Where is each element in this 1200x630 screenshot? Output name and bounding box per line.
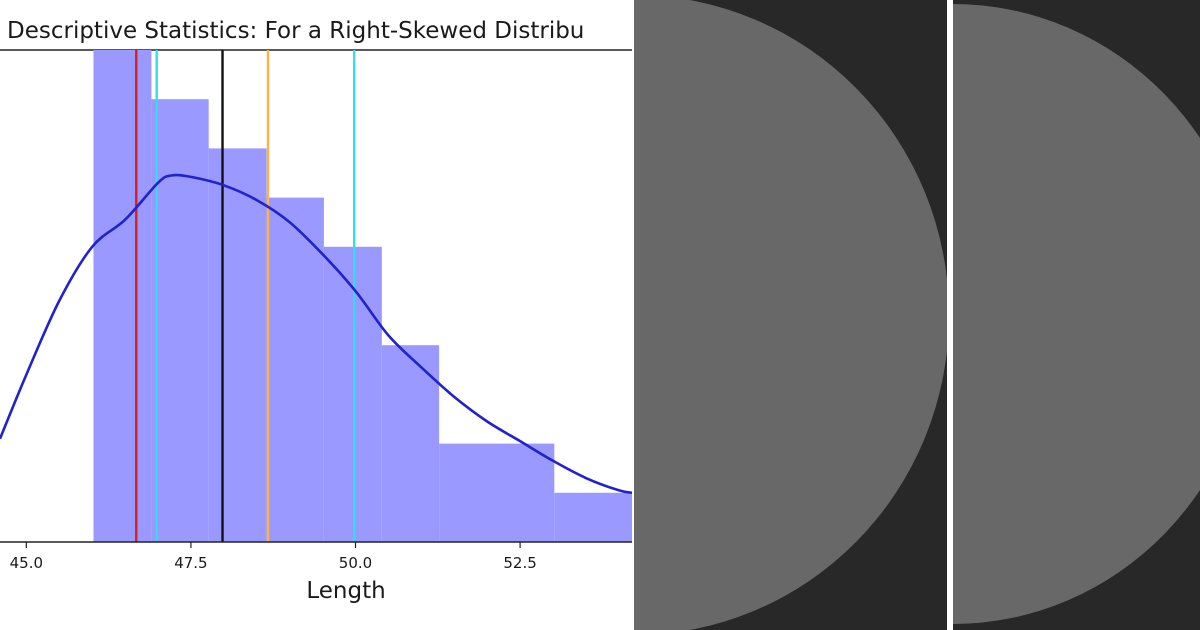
- dark-panel-left: [634, 0, 947, 630]
- dark-panel-right: [953, 0, 1200, 630]
- x-tick-label: 47.5: [174, 554, 207, 572]
- x-axis-label: Length: [306, 578, 385, 604]
- histogram-bar-6: [381, 345, 440, 542]
- panel-divider: [632, 0, 634, 630]
- histogram-bar-1: [93, 50, 152, 542]
- chart-panel: Descriptive Statistics: For a Right-Skew…: [0, 18, 632, 604]
- histogram-bar-7: [439, 443, 555, 542]
- histogram-chart: Descriptive Statistics: For a Right-Skew…: [0, 18, 632, 604]
- histogram-bar-3: [208, 148, 267, 542]
- histogram-bar-2: [151, 99, 209, 542]
- chart-title: Descriptive Statistics: For a Right-Skew…: [7, 18, 584, 44]
- histogram-bar-4: [266, 197, 324, 542]
- x-tick-label: 45.0: [10, 554, 43, 572]
- histogram-bar-5: [323, 246, 382, 543]
- histogram-bar-8: [554, 492, 632, 542]
- panel-divider: [947, 0, 953, 630]
- gray-half-circle: [953, 4, 1200, 624]
- density-curve: [0, 173, 632, 495]
- x-tick-label: 50.0: [339, 554, 372, 572]
- x-tick-label: 52.5: [503, 554, 536, 572]
- gray-half-circle: [634, 0, 947, 630]
